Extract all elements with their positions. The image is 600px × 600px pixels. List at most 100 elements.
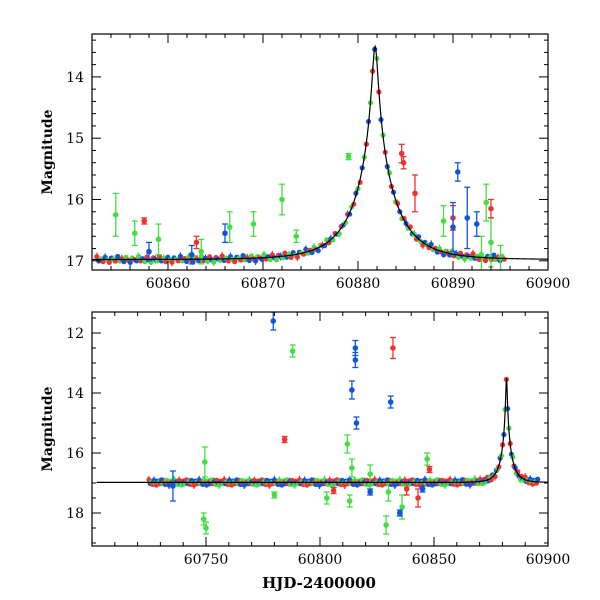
data-point-red bbox=[193, 235, 200, 250]
data-point-blue bbox=[222, 223, 228, 244]
data-point-blue bbox=[169, 470, 176, 502]
data-point-green bbox=[399, 494, 406, 520]
plot-frame bbox=[91, 33, 549, 271]
x-tick-label: 60890 bbox=[431, 276, 476, 292]
x-tick-label: 60860 bbox=[146, 276, 191, 292]
y-tick-label: 16 bbox=[66, 446, 84, 462]
data-point-blue bbox=[450, 201, 456, 253]
data-point bbox=[246, 257, 252, 264]
data-point-blue bbox=[396, 509, 403, 517]
data-point-red bbox=[412, 174, 418, 213]
data-point-blue bbox=[353, 416, 360, 430]
data-point-green bbox=[323, 491, 330, 505]
x-tick-label: 60900 bbox=[526, 552, 571, 568]
y-tick-label: 12 bbox=[66, 326, 84, 342]
data-point bbox=[282, 250, 288, 256]
data-point-green bbox=[155, 223, 162, 256]
data-point-green bbox=[112, 192, 119, 237]
data-point-green bbox=[226, 211, 233, 244]
data-point bbox=[115, 253, 121, 260]
y-tick-label: 14 bbox=[66, 386, 84, 402]
x-tick-label: 60900 bbox=[526, 276, 571, 292]
plot-area bbox=[92, 44, 548, 270]
data-point bbox=[455, 254, 461, 260]
light-curve-panel-full: 60750 60800 60850 60900 12 14 16 18 Magnitude bbox=[40, 311, 571, 568]
x-tick-label: 60750 bbox=[184, 552, 229, 568]
y-tick-label: 15 bbox=[66, 131, 84, 147]
x-tick-label: 60880 bbox=[336, 276, 381, 292]
data-point bbox=[204, 258, 211, 264]
data-point-blue bbox=[464, 186, 471, 250]
data-point-green bbox=[383, 515, 390, 535]
data-point-red bbox=[389, 336, 396, 360]
model-curve bbox=[96, 377, 548, 483]
data-point-blue bbox=[348, 380, 355, 400]
data-point bbox=[225, 258, 231, 264]
data-point-blue bbox=[419, 485, 426, 493]
data-point-green bbox=[279, 183, 285, 216]
data-point bbox=[491, 252, 497, 258]
data-point-green bbox=[293, 229, 300, 244]
light-curve-panel-zoom: 60860 60870 60880 60890 60900 14 15 16 17 Magnitu… bbox=[40, 33, 571, 292]
data-point bbox=[267, 256, 273, 263]
data-point-red bbox=[281, 435, 288, 444]
y-axis-label: Magnitude bbox=[40, 386, 56, 471]
data-point-red bbox=[426, 465, 433, 474]
x-axis-label: HJD-2400000 bbox=[262, 574, 376, 592]
data-point-green bbox=[131, 220, 138, 247]
data-point-green bbox=[478, 235, 485, 270]
data-point bbox=[441, 252, 447, 258]
data-point-green bbox=[440, 204, 447, 237]
data-point bbox=[315, 248, 321, 254]
data-point-green bbox=[483, 183, 490, 222]
data-point bbox=[100, 259, 106, 265]
data-point-blue bbox=[188, 244, 195, 265]
data-point bbox=[482, 258, 489, 264]
data-point-green bbox=[201, 446, 208, 478]
data-point bbox=[476, 256, 482, 263]
y-axis-label: Magnitude bbox=[40, 109, 56, 194]
data-point-green bbox=[346, 494, 353, 508]
data-point-blue bbox=[146, 241, 152, 262]
plot-frame bbox=[91, 311, 549, 547]
plot-area bbox=[96, 312, 548, 535]
data-point-blue bbox=[454, 162, 461, 182]
y-tick-label: 17 bbox=[66, 254, 84, 270]
data-point-red bbox=[330, 486, 337, 495]
data-point bbox=[184, 258, 190, 265]
data-point-red bbox=[488, 198, 494, 219]
data-point bbox=[535, 476, 541, 482]
data-point-blue bbox=[473, 211, 480, 237]
data-point-green bbox=[198, 238, 205, 265]
y-tick-label: 18 bbox=[66, 506, 84, 522]
y-tick-label: 16 bbox=[66, 193, 84, 209]
data-point-blue bbox=[270, 312, 277, 331]
data-point-blue bbox=[387, 395, 394, 409]
data-point-green bbox=[344, 434, 351, 454]
y-tick-label: 14 bbox=[66, 70, 84, 86]
data-point bbox=[106, 259, 112, 265]
data-point bbox=[273, 257, 280, 263]
data-point-green bbox=[348, 458, 355, 478]
data-point bbox=[240, 253, 246, 259]
data-point-red bbox=[141, 217, 148, 225]
data-point bbox=[326, 240, 332, 246]
model-curve bbox=[92, 44, 548, 261]
data-point-green bbox=[289, 344, 296, 358]
x-tick-label: 60800 bbox=[298, 552, 343, 568]
data-point-green bbox=[203, 521, 209, 535]
data-point bbox=[121, 259, 127, 265]
data-point-red bbox=[415, 488, 422, 508]
data-point-blue bbox=[352, 351, 359, 369]
data-point bbox=[232, 259, 238, 265]
data-point-green bbox=[271, 491, 278, 499]
data-point bbox=[288, 254, 294, 260]
data-point-red bbox=[403, 482, 410, 496]
x-tick-label: 60850 bbox=[412, 552, 457, 568]
data-point-green bbox=[250, 211, 257, 237]
data-point-green bbox=[424, 452, 431, 466]
data-point-green bbox=[345, 152, 352, 161]
x-tick-label: 60870 bbox=[241, 276, 286, 292]
data-point-red bbox=[400, 155, 407, 170]
